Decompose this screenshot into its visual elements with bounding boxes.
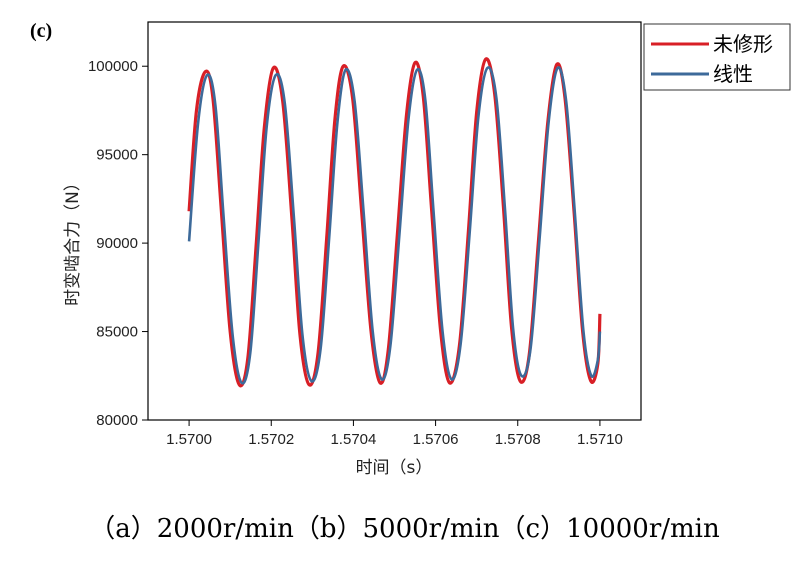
x-tick-label: 1.5704 xyxy=(330,431,376,448)
y-axis: 80000 85000 90000 95000 100000 xyxy=(88,58,148,429)
x-tick-label: 1.5700 xyxy=(166,431,212,448)
legend: 未修形 线性 xyxy=(643,23,791,91)
series-layer xyxy=(187,57,602,388)
legend-label-unmodified: 未修形 xyxy=(713,32,773,56)
x-axis-label: 时间（s） xyxy=(356,458,433,478)
x-tick-label: 1.5702 xyxy=(248,431,294,448)
y-tick-label: 100000 xyxy=(88,58,138,75)
legend-label-linear: 线性 xyxy=(713,62,753,86)
series-line-linear xyxy=(187,66,602,385)
y-tick-label: 90000 xyxy=(96,235,138,252)
x-axis: 1.5700 1.5702 1.5704 1.5706 1.5708 1.5710 xyxy=(166,420,623,448)
panel-label: (c) xyxy=(30,20,52,42)
y-tick-label: 80000 xyxy=(96,412,138,429)
y-tick-label: 95000 xyxy=(96,147,138,164)
x-tick-label: 1.5710 xyxy=(577,431,623,448)
y-axis-label: 时变啮合力（N） xyxy=(63,174,83,306)
y-tick-label: 85000 xyxy=(96,324,138,341)
x-tick-label: 1.5708 xyxy=(495,431,541,448)
figure-caption: （a）2000r/min（b）5000r/min（c）10000r/min xyxy=(89,514,720,544)
plot-frame xyxy=(147,21,642,421)
x-tick-label: 1.5706 xyxy=(413,431,459,448)
legend-box xyxy=(643,23,791,91)
